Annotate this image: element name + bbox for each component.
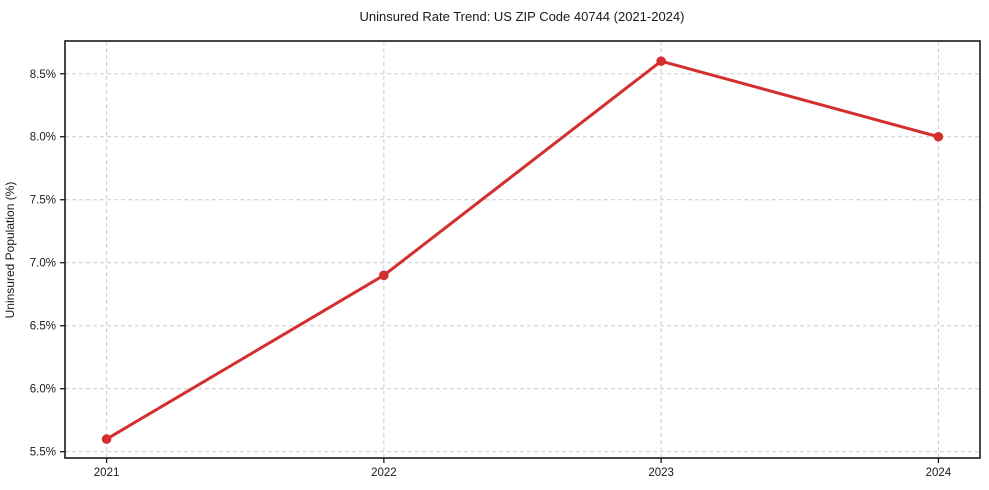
y-tick-label: 5.5%	[30, 447, 56, 459]
y-tick-label: 7.0%	[30, 258, 56, 270]
chart-title: Uninsured Rate Trend: US ZIP Code 40744 …	[360, 9, 685, 24]
y-tick-label: 6.0%	[30, 384, 56, 396]
trend-line	[105, 59, 940, 441]
y-tick-label: 8.5%	[30, 69, 56, 81]
y-tick-label: 6.5%	[30, 321, 56, 333]
y-tick-label: 8.0%	[30, 132, 56, 144]
data-point-2021	[101, 434, 112, 444]
x-tick-label: 2023	[648, 467, 674, 479]
y-tick-label: 7.5%	[30, 195, 56, 207]
plot-border	[64, 40, 981, 459]
x-tick-label: 2021	[94, 467, 120, 479]
x-tick-label: 2022	[371, 467, 397, 479]
data-point-2022	[379, 270, 389, 281]
data-point-2023	[656, 56, 666, 66]
x-tick-label: 2024	[926, 467, 952, 479]
data-point-2024	[933, 131, 944, 142]
y-axis-label: Uninsured Population (%)	[3, 182, 17, 319]
